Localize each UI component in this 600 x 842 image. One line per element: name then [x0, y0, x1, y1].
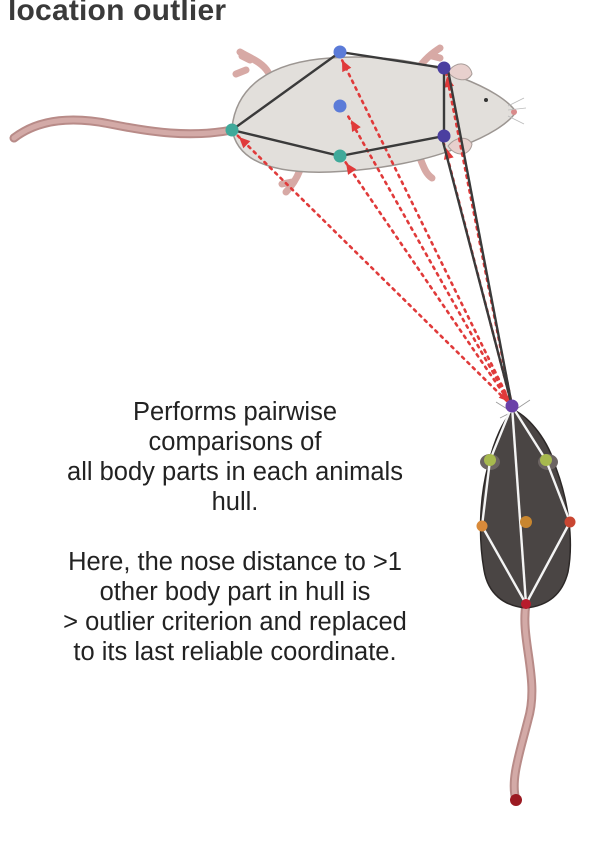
- dashed-line-nose-to-side-bottom: [342, 158, 514, 408]
- arrowhead-center: [351, 120, 361, 133]
- dark-mouse-hull-diagonal: [510, 405, 528, 605]
- point-nose-dark: [505, 399, 519, 413]
- page-title: location outlier: [8, 0, 227, 27]
- dark-mouse-body: [479, 409, 572, 609]
- point-side-bottom-light: [333, 149, 347, 163]
- point-side-top-light: [333, 45, 347, 59]
- point-center-light: [333, 99, 347, 113]
- dashed-line-nose-to-center: [346, 114, 514, 408]
- point-ear-left-dark: [484, 454, 496, 466]
- description-line: hull.: [211, 488, 259, 516]
- solid-line-nose-to-ear-top: [446, 69, 514, 407]
- description-line: all body parts in each animals: [67, 458, 403, 486]
- point-tailbase-light: [225, 123, 239, 137]
- light-mouse-tail-inner: [11, 117, 235, 141]
- solid-line-nose-to-ear-bottom: [440, 137, 514, 407]
- point-ear-top-light: [437, 61, 451, 75]
- body-part-points: [225, 45, 576, 806]
- dashed-line-nose-to-side-top: [338, 54, 514, 408]
- paragraph-gap: [10, 517, 460, 547]
- light-mouse-paw-top-left: [232, 48, 272, 78]
- point-side-left-dark: [476, 520, 488, 532]
- light-mouse-hull: [231, 50, 514, 407]
- point-side-right-dark: [564, 516, 576, 528]
- arrowhead-tailbase: [239, 137, 251, 149]
- description-line: Performs pairwise: [132, 398, 338, 426]
- arrowhead-side-top: [342, 60, 352, 73]
- dark-mouse-tail-inner: [511, 601, 535, 803]
- light-mouse-paw-top-right: [416, 44, 444, 70]
- dashed-line-nose-to-ear-top: [444, 70, 514, 408]
- point-tail-end-dark: [510, 794, 522, 806]
- description-line: to its last reliable coordinate.: [73, 638, 397, 666]
- light-mouse-hull-outline: [231, 50, 446, 158]
- light-mouse-eye: [484, 98, 488, 102]
- arrowhead-at-nose: [498, 390, 510, 402]
- light-mouse-body: [231, 56, 517, 173]
- light-mouse-whiskers: [507, 97, 527, 125]
- description-text: Performs pairwise comparisons of all bod…: [10, 397, 460, 667]
- light-mouse-ear-top: [447, 63, 473, 81]
- light-mouse-nose-tip: [511, 109, 517, 115]
- description-line: comparisons of: [148, 428, 322, 456]
- dashed-line-nose-to-tailbase: [234, 132, 514, 408]
- description-line: other body part in hull is: [99, 578, 371, 606]
- point-tailbase-dark: [521, 599, 531, 609]
- description-line: Here, the nose distance to >1: [68, 548, 402, 576]
- point-ear-bottom-light: [437, 129, 451, 143]
- point-center-dark: [520, 516, 532, 528]
- description-line: > outlier criterion and replaced: [63, 608, 407, 636]
- light-mouse-paw-bottom-right: [416, 154, 436, 182]
- arrowhead-side-bottom: [346, 163, 357, 175]
- point-ear-right-dark: [540, 454, 552, 466]
